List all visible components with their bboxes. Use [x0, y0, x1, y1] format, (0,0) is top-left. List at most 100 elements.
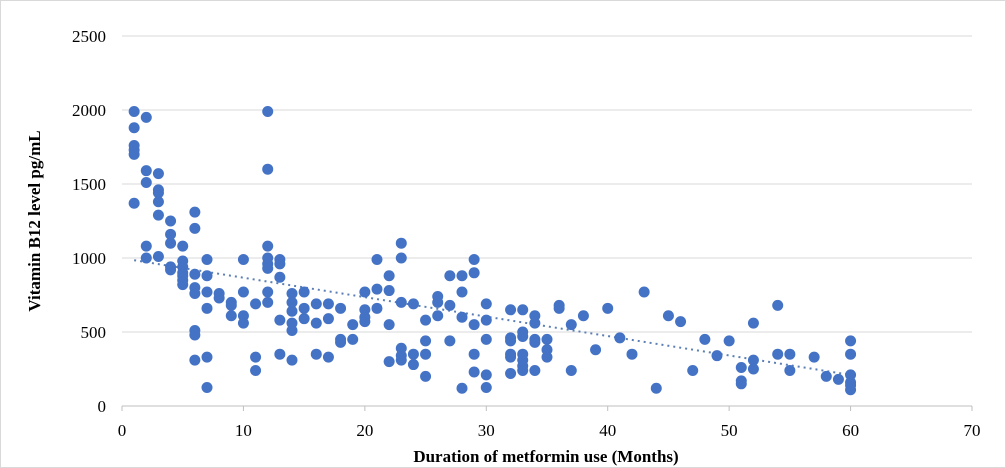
data-point [395, 252, 407, 264]
data-point [517, 364, 529, 376]
data-point [140, 165, 152, 177]
x-tick-label: 20 [356, 421, 373, 440]
data-point [480, 369, 492, 381]
axes [121, 405, 973, 411]
data-point [237, 253, 249, 265]
data-point [371, 283, 383, 295]
data-point [820, 370, 832, 382]
data-point [128, 197, 140, 209]
data-point [553, 302, 565, 314]
data-point [140, 111, 152, 123]
data-point [517, 330, 529, 342]
x-axis-title: Duration of metformin use (Months) [413, 447, 678, 466]
data-point [614, 332, 626, 344]
data-point [165, 237, 177, 249]
y-tick-label: 1000 [72, 249, 106, 268]
data-point [480, 314, 492, 326]
x-tick-label: 50 [721, 421, 738, 440]
data-point [420, 348, 432, 360]
data-point [165, 215, 177, 227]
data-point [310, 298, 322, 310]
data-point [274, 271, 286, 283]
data-point [395, 354, 407, 366]
data-point [784, 364, 796, 376]
data-point [189, 222, 201, 234]
y-tick-label: 500 [81, 323, 107, 342]
data-point [298, 302, 310, 314]
data-point [189, 288, 201, 300]
data-point [262, 240, 274, 252]
data-point [322, 313, 334, 325]
data-point [602, 302, 614, 314]
data-point [845, 384, 857, 396]
y-axis-title: Vitamin B12 level pg/mL [25, 130, 44, 311]
data-point [286, 325, 298, 337]
data-point [480, 333, 492, 345]
trendline-layer [133, 259, 851, 376]
data-point [213, 292, 225, 304]
data-point [165, 264, 177, 276]
data-point [152, 187, 164, 199]
data-point [432, 310, 444, 322]
data-point [359, 316, 371, 328]
data-point [529, 364, 541, 376]
data-point [468, 253, 480, 265]
data-point [784, 348, 796, 360]
data-point [286, 288, 298, 300]
data-point [711, 350, 723, 362]
x-tick-label: 70 [964, 421, 981, 440]
data-point [298, 286, 310, 298]
data-point [808, 351, 820, 363]
data-point [845, 348, 857, 360]
data-point [747, 317, 759, 329]
data-point [165, 228, 177, 240]
data-point [274, 314, 286, 326]
data-point [638, 286, 650, 298]
data-point [420, 314, 432, 326]
data-point [201, 253, 213, 265]
data-point [565, 319, 577, 331]
data-point [189, 206, 201, 218]
data-point [250, 364, 262, 376]
data-point [128, 148, 140, 160]
data-point [201, 351, 213, 363]
data-point [444, 335, 456, 347]
data-points [128, 105, 857, 396]
data-point [577, 310, 589, 322]
data-point [772, 348, 784, 360]
data-point [420, 335, 432, 347]
data-point [310, 317, 322, 329]
data-point [201, 286, 213, 298]
data-point [237, 286, 249, 298]
data-point [383, 356, 395, 368]
data-point [189, 268, 201, 280]
x-tick-label: 0 [118, 421, 127, 440]
data-point [529, 336, 541, 348]
data-point [298, 313, 310, 325]
data-point [395, 237, 407, 249]
data-point [262, 262, 274, 274]
data-point [152, 209, 164, 221]
data-point [347, 319, 359, 331]
data-point [262, 286, 274, 298]
data-point [468, 348, 480, 360]
y-tick-label: 2500 [72, 27, 106, 46]
data-point [262, 163, 274, 175]
data-point [541, 333, 553, 345]
data-point [128, 122, 140, 134]
data-point [480, 298, 492, 310]
y-tick-label: 0 [98, 397, 107, 416]
data-point [650, 382, 662, 394]
data-point [565, 364, 577, 376]
data-point [262, 296, 274, 308]
data-point [201, 382, 213, 393]
x-tick-label: 30 [478, 421, 495, 440]
data-point [322, 351, 334, 363]
data-point [468, 366, 480, 378]
data-point [250, 298, 262, 310]
y-tick-label: 1500 [72, 175, 106, 194]
data-point [383, 319, 395, 331]
data-point [590, 344, 602, 356]
